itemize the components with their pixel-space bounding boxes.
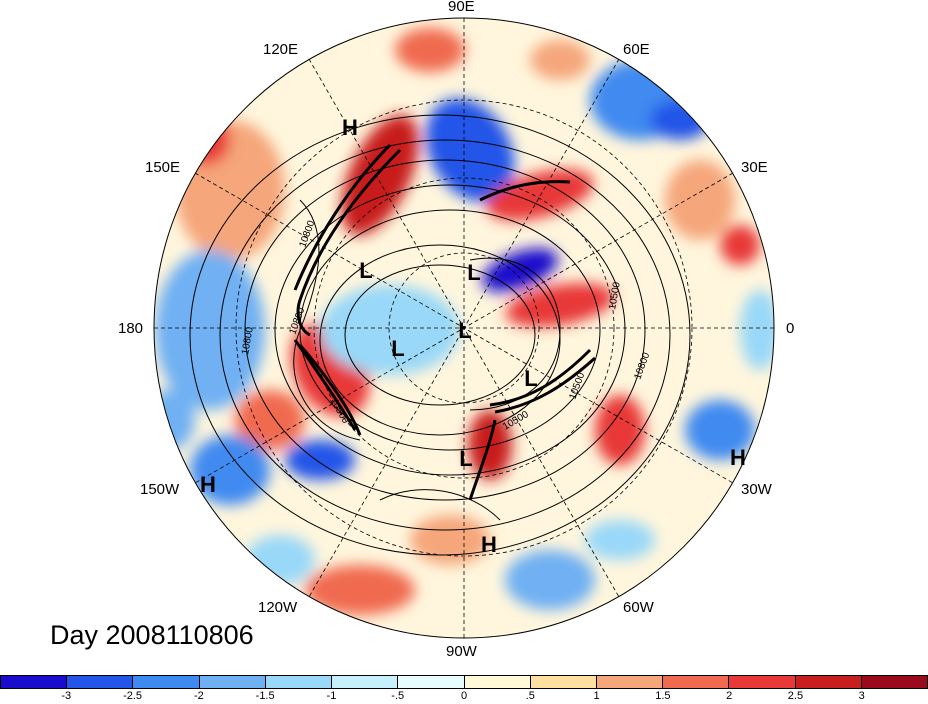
colorbar-tick-label: -2 bbox=[193, 690, 204, 702]
colorbar-swatch bbox=[530, 676, 597, 688]
high-pressure-label: H bbox=[200, 472, 216, 497]
colorbar-swatch bbox=[332, 676, 399, 688]
pressure-centers: H L L L L L L H H H bbox=[200, 115, 746, 557]
longitude-label-30e: 30E bbox=[741, 159, 768, 176]
colorbar-swatch bbox=[67, 676, 134, 688]
longitude-label-60e: 60E bbox=[623, 41, 650, 58]
day-title: Day 2008110806 bbox=[50, 620, 254, 650]
low-pressure-label: L bbox=[459, 446, 472, 471]
longitude-label-30w: 30W bbox=[741, 481, 772, 498]
graticule bbox=[154, 18, 774, 638]
colorbar-swatch bbox=[729, 676, 796, 688]
colorbar-swatch bbox=[596, 676, 664, 688]
colorbar-tick-label: -3 bbox=[61, 690, 72, 702]
colorbar-tick-label: 0 bbox=[460, 690, 468, 702]
contour-label: 10500 bbox=[607, 281, 623, 311]
polar-stereographic-map: 10800 10800 10800 10500 10500 10800 1050… bbox=[153, 17, 775, 639]
jet-streak-contours bbox=[293, 143, 597, 501]
colorbar-tick-label: -.5 bbox=[391, 690, 405, 702]
colorbar-tick-label: -1.5 bbox=[255, 690, 275, 702]
low-pressure-label: L bbox=[391, 336, 404, 361]
colorbar-swatch bbox=[464, 676, 531, 688]
colorbar-swatch bbox=[663, 676, 730, 688]
colorbar-tick-label: -1 bbox=[326, 690, 337, 702]
colorbar-swatch bbox=[398, 676, 465, 688]
colorbar-swatch bbox=[133, 676, 200, 688]
low-pressure-label: L bbox=[467, 260, 480, 285]
high-pressure-label: H bbox=[730, 445, 746, 470]
longitude-label-150w: 150W bbox=[140, 481, 180, 498]
colorbar-tick-label: 1.5 bbox=[655, 690, 671, 702]
colorbar-tick-label: -2.5 bbox=[123, 690, 143, 702]
colorbar-swatch bbox=[861, 676, 928, 688]
longitude-label-150e: 150E bbox=[145, 159, 181, 176]
contour-label: 10800 bbox=[240, 326, 256, 356]
geopotential-contours bbox=[189, 114, 691, 556]
colorbar-tick-label: 1 bbox=[593, 690, 600, 702]
colorbar-tick-label: 2.5 bbox=[787, 690, 804, 702]
high-pressure-label: H bbox=[342, 115, 358, 140]
longitude-label-90e: 90E bbox=[448, 0, 475, 15]
colorbar-swatch bbox=[1, 676, 68, 688]
colorbar-swatch bbox=[199, 676, 266, 688]
colorbar-swatch bbox=[265, 676, 333, 688]
longitude-label-0: 0 bbox=[786, 320, 795, 337]
colorbar-tick-labels: -3 -2.5 -2 -1.5 -1 -.5 0 .5 1 1.5 2 2.5 3 bbox=[0, 690, 928, 704]
colorbar-swatch bbox=[795, 676, 862, 688]
colorbar-tick-label: .5 bbox=[525, 690, 535, 702]
longitude-label-120e: 120E bbox=[263, 41, 299, 58]
longitude-label-120w: 120W bbox=[258, 599, 298, 616]
colorbar bbox=[0, 675, 928, 689]
high-pressure-label: H bbox=[481, 532, 497, 557]
colorbar-tick-label: 3 bbox=[858, 690, 865, 702]
low-pressure-label: L bbox=[458, 318, 471, 343]
colorbar-tick-label: 2 bbox=[726, 690, 733, 702]
low-pressure-label: L bbox=[524, 366, 537, 391]
longitude-label-60w: 60W bbox=[623, 599, 654, 616]
longitude-label-90w: 90W bbox=[446, 643, 477, 660]
low-pressure-label: L bbox=[359, 258, 372, 283]
longitude-label-180: 180 bbox=[118, 320, 144, 337]
map-boundary bbox=[153, 17, 775, 639]
